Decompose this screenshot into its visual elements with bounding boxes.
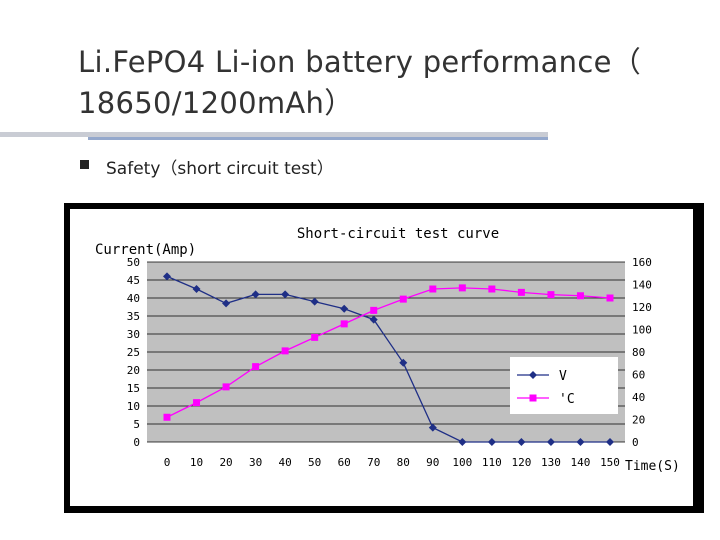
- data-point: [606, 438, 614, 446]
- data-point: [576, 438, 585, 446]
- bullet-square-icon: [80, 160, 89, 169]
- data-point: [193, 399, 201, 407]
- legend-marker: [529, 394, 537, 402]
- x-tick-label: 20: [219, 456, 232, 469]
- y-axis-ticks: 0 5 10 15 20 25 30 35 40 45 50: [127, 256, 140, 449]
- x-tick-label: 70: [367, 456, 380, 469]
- y-tick-label: 15: [127, 382, 140, 395]
- x-tick-label: 10: [190, 456, 203, 469]
- data-point: [429, 285, 437, 293]
- slide-title: Li.FePO4 Li-ion battery performance（ 186…: [78, 42, 698, 124]
- x-tick-label: 140: [571, 456, 591, 469]
- x-tick-label: 90: [426, 456, 439, 469]
- y-axis-label: Current(Amp): [95, 242, 196, 258]
- data-point: [163, 272, 171, 281]
- data-point: [517, 288, 525, 296]
- title-divider-accent: [88, 137, 548, 140]
- x-tick-label: 40: [279, 456, 292, 469]
- y-tick-label: 5: [133, 418, 140, 431]
- x-tick-label: 110: [482, 456, 502, 469]
- y-tick-label: 25: [127, 346, 140, 359]
- data-point: [399, 295, 407, 303]
- y-tick-label: 45: [127, 274, 140, 287]
- chart-title: Short-circuit test curve: [297, 226, 499, 242]
- data-point: [222, 383, 230, 391]
- x-tick-label: 100: [452, 456, 472, 469]
- y-tick-label: 20: [127, 364, 140, 377]
- data-point: [192, 285, 201, 293]
- data-point: [546, 438, 555, 446]
- title-divider: [0, 132, 548, 137]
- series-markers: [163, 272, 614, 446]
- data-point: [458, 438, 467, 446]
- x-tick-label: 50: [308, 456, 321, 469]
- y2-tick-label: 40: [632, 391, 645, 404]
- y2-tick-label: 120: [632, 301, 652, 314]
- chart-frame: Short-circuit test curve Current(Amp) Ti…: [64, 203, 704, 513]
- data-point: [222, 299, 231, 308]
- data-point: [340, 304, 349, 313]
- y-tick-label: 0: [133, 436, 140, 449]
- legend-box: [510, 357, 618, 414]
- data-point: [606, 294, 614, 302]
- data-point: [311, 333, 319, 341]
- x-tick-label: 60: [338, 456, 351, 469]
- data-point: [310, 297, 319, 306]
- data-point: [369, 315, 378, 324]
- x-tick-label: 150: [600, 456, 620, 469]
- x-tick-label: 30: [249, 456, 262, 469]
- data-point: [547, 291, 555, 299]
- legend: V 'C: [510, 357, 618, 414]
- data-point: [399, 358, 408, 367]
- y2-axis-ticks: 0 20 40 60 80 100 120 140 160: [632, 256, 652, 449]
- data-point: [281, 290, 290, 299]
- y2-tick-label: 0: [632, 436, 639, 449]
- data-point: [428, 423, 437, 432]
- data-point: [458, 284, 466, 292]
- x-axis-label: Time(S): [625, 459, 680, 474]
- data-point: [251, 290, 260, 299]
- y-tick-label: 40: [127, 292, 140, 305]
- x-axis-ticks: 0 10 20 30 40 50 60 70 80 90 100 110 120 130 140 150: [164, 456, 620, 469]
- line-chart: Short-circuit test curve Current(Amp) Ti…: [70, 209, 693, 506]
- data-point: [517, 438, 526, 446]
- slide-title-line-2: 18650/1200mAh）: [78, 86, 354, 120]
- series-line-0: [166, 275, 610, 443]
- y2-tick-label: 160: [632, 256, 652, 269]
- series-lines: [166, 275, 611, 443]
- data-point: [370, 306, 378, 314]
- data-point: [163, 413, 171, 421]
- y2-tick-label: 80: [632, 346, 645, 359]
- legend-label: 'C: [559, 392, 575, 407]
- data-point: [487, 438, 496, 446]
- legend-label: V: [559, 369, 567, 384]
- x-tick-label: 130: [541, 456, 561, 469]
- slide-title-line-1: Li.FePO4 Li-ion battery performance（: [78, 45, 642, 79]
- x-tick-label: 0: [164, 456, 171, 469]
- data-point: [252, 363, 260, 371]
- x-tick-label: 80: [397, 456, 410, 469]
- y-tick-label: 30: [127, 328, 140, 341]
- series-line-1: [166, 287, 611, 418]
- y2-tick-label: 60: [632, 369, 645, 382]
- y2-tick-label: 100: [632, 324, 652, 337]
- y2-tick-label: 140: [632, 279, 652, 292]
- y-tick-label: 50: [127, 256, 140, 269]
- y-tick-label: 10: [127, 400, 140, 413]
- data-point: [488, 285, 496, 293]
- x-tick-label: 120: [511, 456, 531, 469]
- data-point: [281, 347, 289, 355]
- data-point: [576, 292, 584, 300]
- data-point: [340, 320, 348, 328]
- legend-marker: [529, 371, 537, 379]
- bullet-text: Safety（short circuit test）: [106, 159, 334, 179]
- y2-tick-label: 20: [632, 414, 645, 427]
- y-tick-label: 35: [127, 310, 140, 323]
